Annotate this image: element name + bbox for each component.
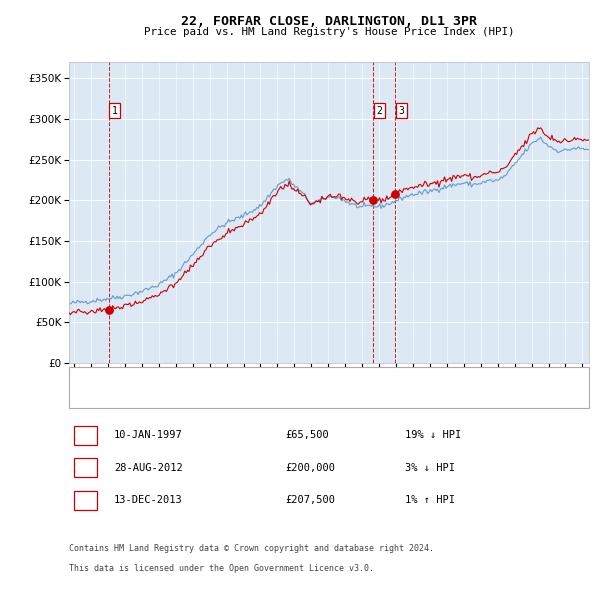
Text: 1: 1	[83, 431, 89, 440]
Text: £207,500: £207,500	[285, 496, 335, 505]
Point	[391, 189, 400, 199]
Text: 22, FORFAR CLOSE, DARLINGTON, DL1 3PR (detached house): 22, FORFAR CLOSE, DARLINGTON, DL1 3PR (d…	[114, 373, 431, 384]
Text: This data is licensed under the Open Government Licence v3.0.: This data is licensed under the Open Gov…	[69, 565, 374, 573]
Text: 1% ↑ HPI: 1% ↑ HPI	[405, 496, 455, 505]
Text: 28-AUG-2012: 28-AUG-2012	[114, 463, 183, 473]
Text: £65,500: £65,500	[285, 431, 329, 440]
Text: 3: 3	[83, 496, 89, 505]
Text: Price paid vs. HM Land Registry's House Price Index (HPI): Price paid vs. HM Land Registry's House …	[143, 27, 514, 37]
Text: 10-JAN-1997: 10-JAN-1997	[114, 431, 183, 440]
Text: 3: 3	[398, 106, 404, 116]
Text: 2: 2	[376, 106, 382, 116]
Point	[368, 195, 378, 205]
Text: 13-DEC-2013: 13-DEC-2013	[114, 496, 183, 505]
Text: 2: 2	[83, 463, 89, 473]
Text: 3% ↓ HPI: 3% ↓ HPI	[405, 463, 455, 473]
Text: HPI: Average price, detached house, Darlington: HPI: Average price, detached house, Darl…	[114, 393, 384, 403]
Text: 22, FORFAR CLOSE, DARLINGTON, DL1 3PR: 22, FORFAR CLOSE, DARLINGTON, DL1 3PR	[181, 15, 477, 28]
Text: 1: 1	[112, 106, 118, 116]
Text: Contains HM Land Registry data © Crown copyright and database right 2024.: Contains HM Land Registry data © Crown c…	[69, 545, 434, 553]
Text: £200,000: £200,000	[285, 463, 335, 473]
Text: 19% ↓ HPI: 19% ↓ HPI	[405, 431, 461, 440]
Point	[104, 305, 113, 314]
